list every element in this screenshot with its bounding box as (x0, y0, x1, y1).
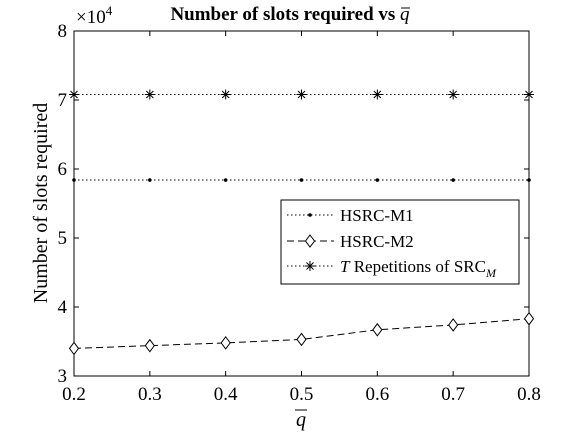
x-tick-label: 0.4 (214, 384, 238, 405)
data-point-diamond (448, 318, 459, 332)
chart-title-symbol: q (400, 4, 410, 25)
x-tick-label: 0.3 (138, 384, 162, 405)
y-tick-label: 4 (58, 297, 68, 318)
series-1 (68, 311, 535, 356)
series-0 (72, 178, 531, 182)
data-point-asterisk (69, 89, 79, 100)
y-tick-label: 3 (58, 366, 68, 387)
x-tick-label: 0.6 (365, 384, 389, 405)
data-point-diamond (372, 322, 383, 337)
data-point-asterisk (372, 89, 383, 100)
data-point-diamond (144, 338, 155, 353)
y-tick-label: 8 (58, 21, 68, 42)
series-2 (69, 89, 534, 100)
legend-entry-t-repetitions: T Repetitions of SRCM (287, 257, 497, 280)
legend-marker-diamond (304, 234, 316, 248)
data-point-diamond (523, 311, 535, 326)
legend-entry-hsrc-m2: HSRC-M2 (287, 232, 414, 251)
legend: HSRC-M1 HSRC-M2 T Repetitions of SRCM (280, 199, 520, 285)
x-axis-label: q (296, 409, 306, 431)
data-point-asterisk (448, 89, 459, 100)
y-axis-label: Number of slots required (30, 103, 52, 304)
data-point-dot (451, 178, 455, 182)
data-point-dot (375, 178, 380, 182)
legend-box (280, 199, 520, 285)
data-point-diamond (220, 336, 231, 350)
legend-entry-hsrc-m1: HSRC-M1 (287, 206, 414, 225)
x-tick-label: 0.7 (441, 384, 465, 405)
data-point-diamond (68, 341, 80, 356)
legend-label-t-repetitions: T Repetitions of SRCM (340, 257, 497, 280)
y-axis-multiplier: ×104 (76, 3, 113, 28)
x-tick-label: 0.2 (62, 384, 86, 405)
data-point-asterisk (144, 89, 155, 100)
axis-ticks (73, 30, 530, 377)
legend-label-hsrc-m1: HSRC-M1 (340, 206, 414, 225)
series-layer (68, 89, 535, 356)
legend-marker-asterisk (305, 261, 315, 271)
legend-label-hsrc-m2: HSRC-M2 (340, 232, 414, 251)
data-point-asterisk (220, 89, 231, 100)
data-point-asterisk (296, 89, 307, 100)
data-point-diamond (296, 332, 307, 347)
legend-marker-dot (308, 213, 312, 217)
data-point-dot (223, 178, 228, 182)
y-tick-label: 5 (58, 228, 68, 249)
y-tick-label: 7 (58, 90, 68, 111)
chart-title: Number of slots required vs q (170, 4, 410, 25)
x-tick-label: 0.5 (290, 384, 314, 405)
data-point-dot (72, 178, 76, 182)
data-point-dot (148, 178, 152, 182)
x-tick-label: 0.8 (517, 384, 541, 405)
data-point-asterisk (524, 89, 534, 100)
data-point-dot (299, 178, 304, 182)
axis-tick-labels: 0.2 0.3 0.4 0.5 0.6 0.7 0.8 3 4 5 6 7 8 (58, 21, 541, 405)
data-point-dot (527, 178, 531, 182)
y-tick-label: 6 (58, 159, 68, 180)
chart-title-text: Number of slots required vs (170, 4, 395, 25)
